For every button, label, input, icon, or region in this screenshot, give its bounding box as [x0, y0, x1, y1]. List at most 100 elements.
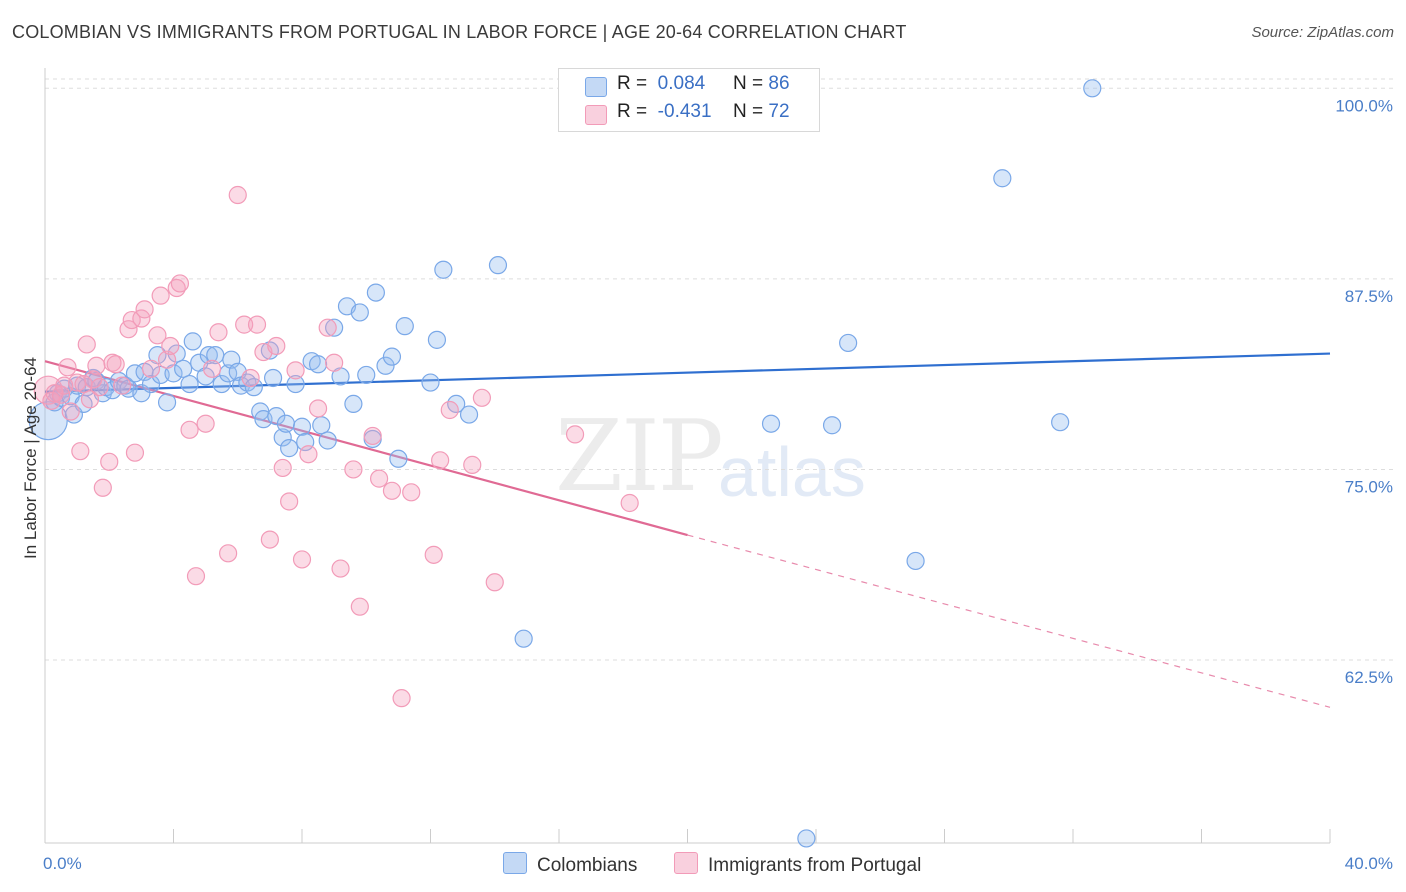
point-colombians — [427, 330, 447, 349]
point-colombians — [459, 405, 479, 424]
point-portugal — [141, 359, 161, 378]
point-colombians — [318, 431, 337, 450]
point-portugal — [363, 426, 382, 446]
legend-swatch-blue — [585, 77, 607, 97]
trend-line-colombians — [44, 352, 1331, 393]
point-portugal — [260, 530, 279, 549]
point-portugal — [90, 378, 109, 397]
point-portugal — [241, 368, 260, 388]
point-colombians — [797, 829, 816, 848]
point-colombians — [325, 318, 344, 337]
axes — [44, 68, 1331, 844]
watermark-atlas: atlas — [718, 433, 866, 511]
point-colombians — [286, 374, 305, 394]
point-colombians — [132, 384, 151, 403]
point-portugal — [219, 544, 238, 563]
point-portugal — [61, 402, 80, 421]
r-label: R = — [617, 101, 648, 122]
point-colombians — [906, 551, 925, 571]
point-portugal — [463, 455, 482, 474]
point-portugal — [292, 550, 312, 569]
point-colombians — [434, 260, 453, 279]
legend-swatch-blue — [503, 852, 527, 874]
point-colombians — [993, 169, 1012, 188]
point-portugal — [620, 493, 639, 513]
point-portugal — [151, 286, 170, 305]
point-portugal — [247, 315, 267, 334]
point-colombians — [212, 374, 231, 394]
trend-lines — [44, 352, 1331, 708]
correlation-legend: R = 0.084 N = 86 R = -0.431 N = 72 — [558, 68, 820, 132]
x-tick-labels: 0.0% 40.0% — [43, 854, 1393, 873]
point-colombians — [822, 416, 842, 435]
point-colombians — [308, 355, 328, 374]
point-portugal — [202, 359, 222, 378]
point-colombians — [1051, 413, 1070, 432]
point-portugal — [93, 478, 112, 497]
data-points — [28, 79, 1102, 848]
point-portugal — [71, 442, 90, 461]
point-colombians — [312, 416, 331, 435]
source-note: Source: ZipAtlas.com — [1251, 24, 1394, 41]
point-portugal — [100, 452, 119, 471]
point-portugal — [135, 300, 154, 319]
point-portugal — [170, 274, 190, 293]
point-portugal — [45, 384, 64, 403]
point-colombians — [167, 344, 186, 363]
point-colombians — [366, 283, 385, 302]
point-portugal — [424, 545, 443, 564]
point-colombians — [376, 356, 395, 375]
point-colombians — [389, 449, 408, 468]
y-tick-labels: 100.0% 87.5% 75.0% 62.5% — [1335, 96, 1393, 687]
point-colombians — [157, 393, 177, 412]
legend-r-text: R = 0.084 — [617, 73, 705, 95]
point-portugal — [350, 597, 369, 616]
point-colombians — [196, 367, 215, 386]
point-colombians — [839, 333, 858, 353]
r-value: -0.431 — [657, 101, 712, 122]
point-portugal — [148, 326, 167, 345]
point-portugal — [344, 460, 363, 479]
point-colombians — [488, 256, 508, 275]
point-colombians — [174, 359, 193, 378]
point-colombians — [344, 394, 363, 413]
point-portugal — [308, 399, 328, 418]
point-portugal — [370, 469, 389, 488]
point-portugal — [157, 350, 177, 369]
point-colombians — [350, 303, 369, 322]
n-label: N = — [733, 101, 764, 122]
point-colombians — [292, 417, 312, 436]
point-portugal — [58, 358, 77, 377]
point-portugal — [267, 336, 286, 356]
point-portugal — [286, 361, 305, 380]
y-tick-label: 87.5% — [1345, 287, 1393, 306]
point-colombians — [273, 428, 292, 447]
legend-n-text: N = 72 — [733, 101, 790, 123]
point-colombians — [199, 346, 218, 365]
series-legend: Colombians Immigrants from Portugal — [0, 852, 1406, 878]
point-portugal — [485, 573, 504, 592]
point-portugal — [196, 414, 215, 433]
trend-line-portugal — [44, 360, 688, 537]
point-portugal — [440, 400, 459, 420]
n-value: 72 — [768, 101, 790, 122]
point-portugal — [431, 451, 450, 470]
point-portugal — [228, 185, 247, 205]
point-colombians — [183, 332, 202, 351]
point-colombians — [421, 373, 440, 392]
point-colombians — [1083, 79, 1102, 98]
point-portugal — [106, 355, 125, 374]
legend-item-portugal[interactable]: Immigrants from Portugal — [674, 852, 921, 877]
x-tick-label: 40.0% — [1345, 854, 1393, 873]
point-colombians — [267, 406, 286, 426]
point-portugal — [209, 323, 228, 342]
point-portugal — [565, 425, 585, 444]
trend-line-portugal-extrapolated — [687, 534, 1331, 708]
legend-swatch-pink — [585, 105, 607, 125]
legend-item-colombians[interactable]: Colombians — [503, 852, 637, 877]
point-portugal — [472, 388, 491, 407]
point-portugal — [402, 483, 421, 502]
legend-swatch-pink — [674, 852, 698, 874]
y-tick-label: 75.0% — [1345, 477, 1393, 496]
